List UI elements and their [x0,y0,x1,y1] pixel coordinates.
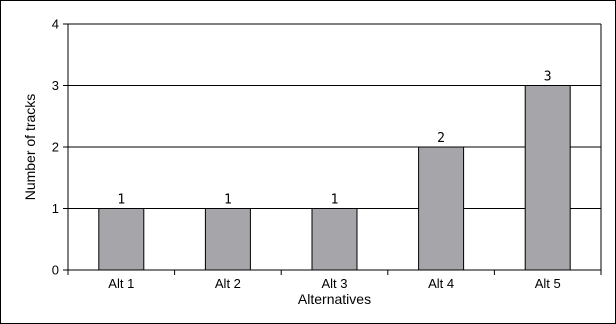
y-tick-label: 4 [52,17,59,32]
bar-value-label: 3 [544,70,552,85]
bar-value-label: 1 [117,193,125,208]
y-tick-label: 0 [52,263,59,278]
y-tick-label: 2 [52,140,59,155]
x-tick-label: Alt 4 [428,276,454,291]
y-axis-title: Number of tracks [22,94,38,201]
labels: 0 1 2 3 4 1 Alt 1 1 Alt 2 1 Alt 3 2 Alt 4 3 Alt 5 [52,17,561,292]
x-tick-label: Alt 5 [535,276,561,291]
axes [63,23,602,275]
bar [311,208,358,271]
x-tick-label: Alt 1 [108,276,134,291]
bar-value-label: 1 [224,193,232,208]
bar [418,146,465,271]
bar-value-label: 2 [437,131,445,146]
bar [524,85,571,271]
bar [204,208,251,271]
bar [98,208,145,271]
gridlines [68,23,601,209]
y-tick-label: 1 [52,201,59,216]
bars [98,85,571,271]
bar-value-label: 1 [331,193,339,208]
x-axis-title: Alternatives [298,291,371,307]
x-tick-label: Alt 3 [321,276,347,291]
y-tick-label: 3 [52,78,59,93]
x-tick-label: Alt 2 [215,276,241,291]
